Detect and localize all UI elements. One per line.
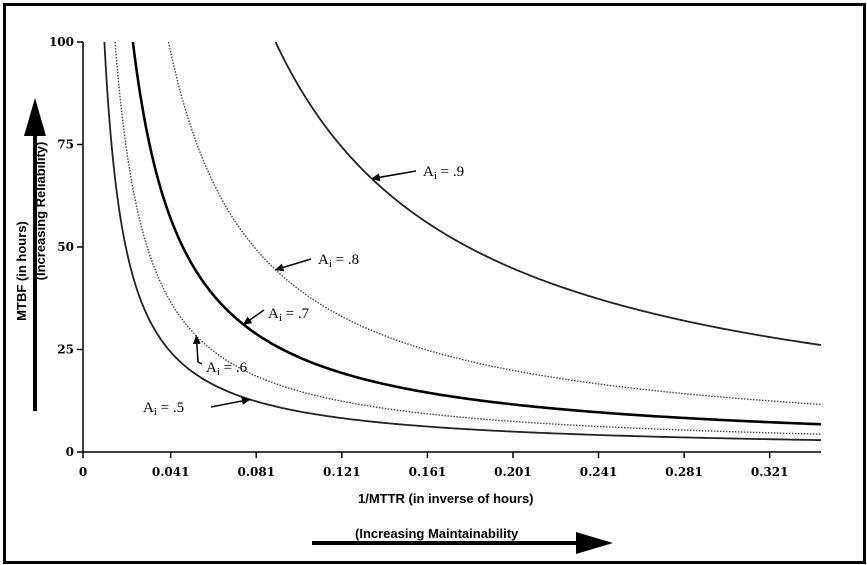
label-leader-arrow [370, 170, 417, 182]
curve-label: Ai = .5 [143, 400, 184, 418]
label-leader-arrow [210, 397, 251, 408]
x-tick-label: 0.161 [409, 465, 447, 479]
y-direction-arrow [24, 98, 46, 411]
y-tick-label: 25 [57, 343, 74, 357]
x-axis-title: 1/MTTR (in inverse of hours) [358, 491, 534, 506]
curve-label: Ai = .8 [318, 252, 359, 270]
x-axis-ticks: 0 0.041 0.081 0.121 0.161 0.201 0.241 0.281 0.32… [79, 452, 789, 479]
x-tick-label: 0.321 [751, 465, 789, 479]
y-tick-label: 75 [57, 138, 74, 152]
curve-ai-07 [131, 41, 822, 426]
chart-frame: 0 25 50 75 100 0 0.041 0.081 0.121 0.161 0.201 0.2… [3, 3, 866, 564]
y-tick-label: 0 [66, 445, 74, 459]
x-tick-label: 0.121 [323, 465, 361, 479]
x-tick-label: 0 [79, 465, 87, 479]
label-leader-arrow [192, 334, 203, 365]
curves-group [103, 41, 822, 442]
y-axis-title: MTBF (in hours) [14, 221, 29, 321]
x-axis-subtitle: (Increasing Maintainability [355, 526, 519, 541]
availability-chart: 0 25 50 75 100 0 0.041 0.081 0.121 0.161 0.201 0.2… [14, 35, 822, 554]
x-tick-label: 0.281 [665, 465, 703, 479]
curve-ai-05 [103, 41, 822, 442]
curve-ai-06 [114, 41, 822, 435]
curve-ai-09 [274, 41, 822, 346]
label-leader-arrow [242, 309, 265, 326]
x-tick-label: 0.201 [494, 465, 532, 479]
label-leader-arrow [274, 258, 312, 272]
y-axis-ticks: 0 25 50 75 100 [49, 35, 83, 459]
curve-label: Ai = .9 [423, 164, 464, 182]
y-tick-label: 50 [57, 240, 74, 254]
x-tick-label: 0.081 [237, 465, 275, 479]
x-tick-label: 0.041 [152, 465, 190, 479]
x-direction-arrow [312, 532, 613, 554]
x-tick-label: 0.241 [580, 465, 618, 479]
curve-label: Ai = .6 [206, 360, 248, 378]
y-tick-label: 100 [49, 35, 74, 49]
curve-ai-08 [167, 41, 822, 406]
curve-label: Ai = .7 [268, 306, 310, 324]
curve-labels-group: Ai = .5 Ai = .6 Ai = .7 Ai = .8 Ai = .9 [143, 164, 464, 418]
